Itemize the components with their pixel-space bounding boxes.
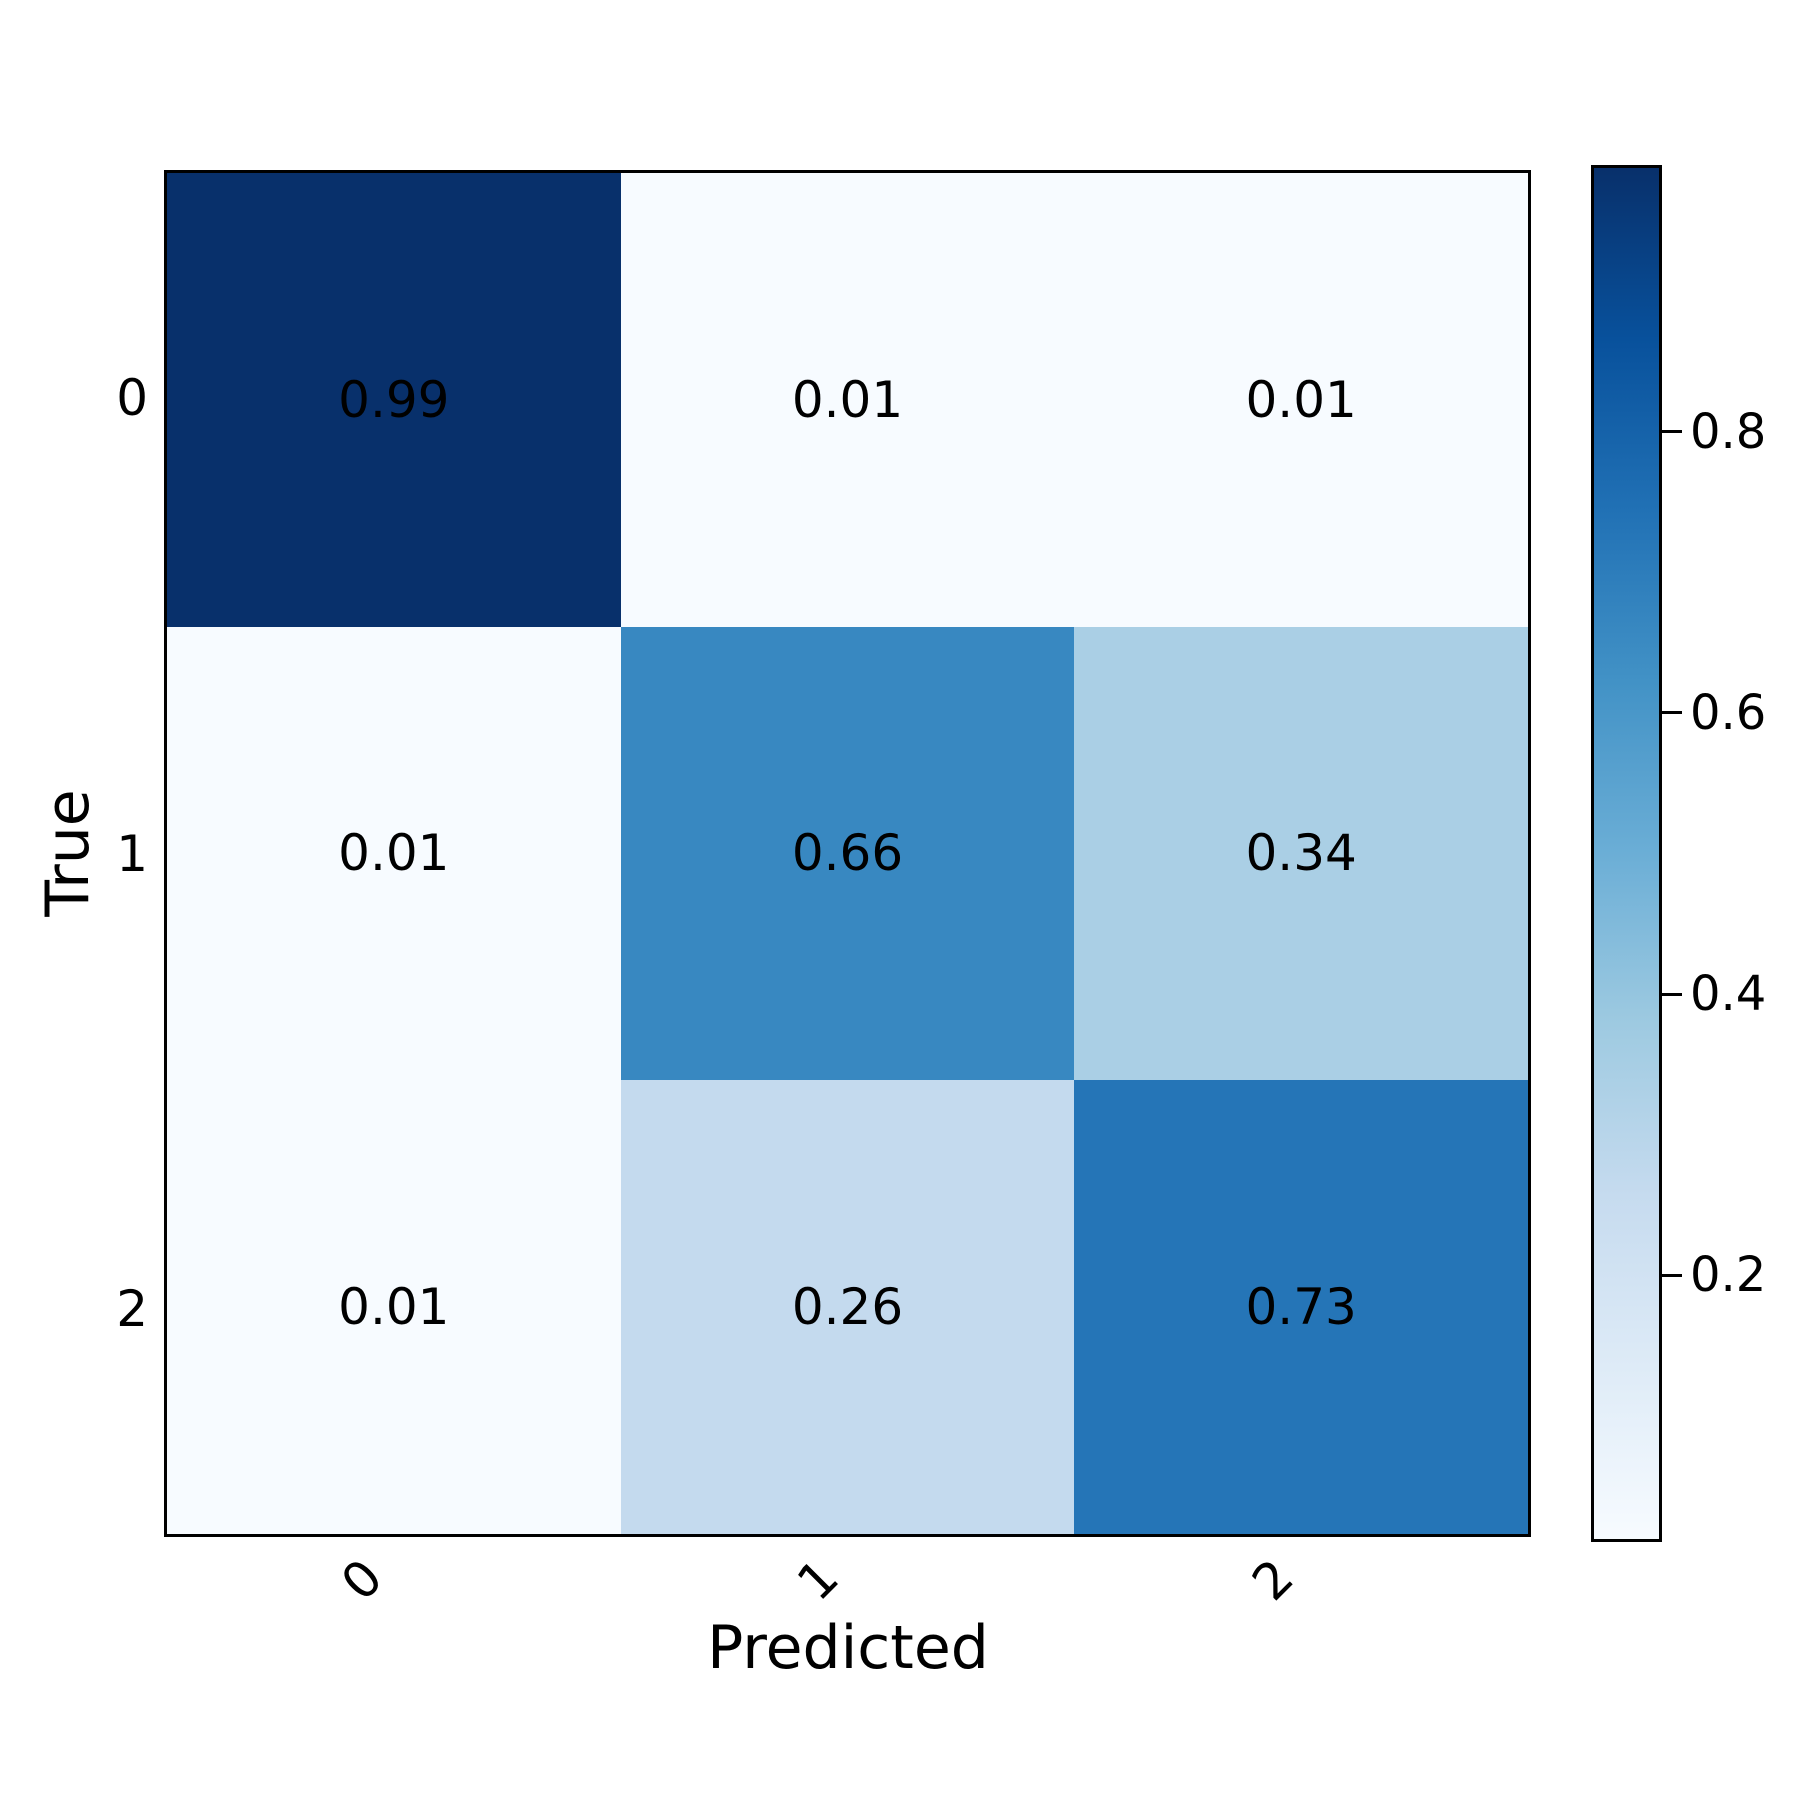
y-tick-label-0: 0 [116, 368, 148, 427]
colorbar-tick-label-1: 0.4 [1690, 966, 1767, 1022]
cell-r1-c1: 0.66 [620, 626, 1075, 1081]
x-tick-label-2: 2 [1241, 1548, 1305, 1612]
colorbar-tick-label-2: 0.6 [1690, 684, 1767, 741]
cell-r0-c1: 0.01 [620, 173, 1075, 627]
cell-r2-c0: 0.01 [167, 1080, 621, 1534]
colorbar-tick-label-3: 0.8 [1690, 403, 1767, 460]
x-tick-label-0: 0 [330, 1548, 394, 1612]
cell-r2-c1: 0.26 [620, 1080, 1075, 1534]
cell-r1-c2: 0.34 [1074, 626, 1528, 1081]
heatmap-axes: 0.99 0.01 0.01 0.01 0.66 0.34 0.01 0.26 0.73 [164, 170, 1531, 1537]
heatmap-grid: 0.99 0.01 0.01 0.01 0.66 0.34 0.01 0.26 0.73 [167, 173, 1528, 1534]
x-axis-label: Predicted [707, 1613, 989, 1683]
y-tick-label-2: 2 [116, 1280, 148, 1339]
colorbar-tick-mark-1 [1662, 992, 1682, 996]
colorbar-tick-label-0: 0.2 [1690, 1247, 1767, 1304]
cell-r1-c0: 0.01 [167, 626, 621, 1081]
y-axis-label: True [33, 789, 103, 917]
cell-r0-c2: 0.01 [1074, 173, 1528, 627]
cell-r2-c2: 0.73 [1074, 1080, 1528, 1534]
colorbar-tick-mark-3 [1662, 430, 1682, 434]
colorbar-tick-mark-0 [1662, 1273, 1682, 1277]
colorbar [1591, 165, 1662, 1542]
colorbar-tick-mark-2 [1662, 711, 1682, 715]
cell-r0-c0: 0.99 [167, 173, 621, 627]
y-tick-label-1: 1 [116, 824, 148, 883]
x-tick-label-1: 1 [785, 1548, 850, 1612]
